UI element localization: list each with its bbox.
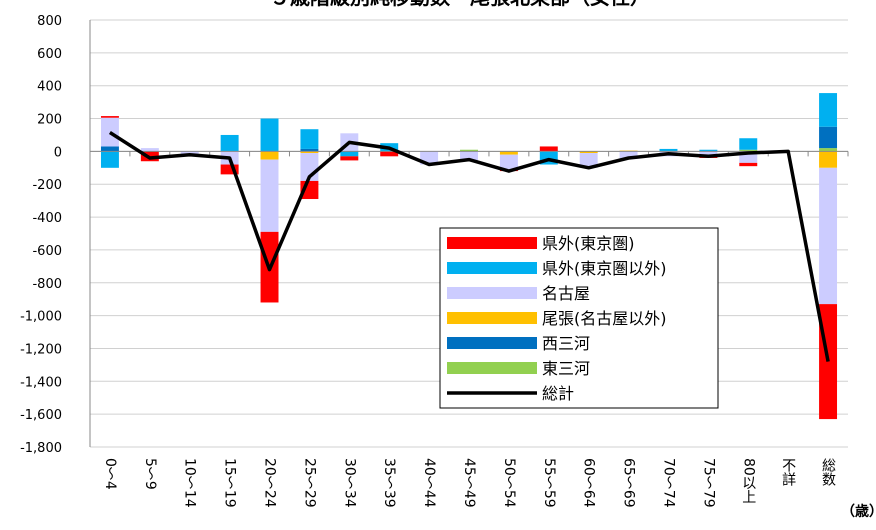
legend-label: 西三河 [542, 334, 590, 353]
x-tick-label: 総数 [820, 458, 836, 486]
x-tick-label: 10～14 [182, 458, 198, 508]
bar-segment [140, 148, 159, 152]
x-tick-label: 50～54 [501, 458, 517, 508]
legend-label: 東三河 [542, 359, 590, 378]
bar-segment [579, 151, 598, 154]
bar-segment [300, 129, 319, 149]
legend-swatch [447, 362, 537, 374]
bar-segment [579, 153, 598, 168]
bar-segment [819, 167, 838, 305]
x-tick-label: 55～59 [541, 458, 557, 508]
bar-segment [819, 151, 838, 168]
legend-label: 県外(東京圏以外) [542, 259, 667, 278]
bar-segment [340, 151, 359, 157]
bar-segment [739, 138, 758, 150]
legend-swatch [447, 312, 537, 324]
x-tick-label: 30～34 [341, 458, 357, 508]
y-tick-label: 0 [54, 145, 62, 160]
x-tick-label: 15～19 [222, 458, 238, 508]
legend-label: 名古屋 [542, 284, 590, 303]
x-tick-label: 35～39 [381, 458, 397, 508]
legend-label: 総計 [542, 384, 574, 403]
bar-segment [380, 151, 399, 157]
line-series [108, 131, 830, 362]
y-tick-label: -800 [32, 277, 62, 292]
bar-segment [460, 151, 478, 162]
x-tick-label: 75～79 [700, 458, 716, 508]
x-tick-label: 40～44 [421, 458, 437, 508]
bar-segment [340, 156, 359, 161]
bar-segment [220, 164, 239, 175]
x-tick-label: 不詳 [780, 458, 796, 486]
y-tick-label: 600 [37, 47, 62, 62]
bar-segment [619, 151, 638, 159]
bar-segment [659, 148, 678, 152]
y-tick-label: -400 [32, 211, 62, 226]
bar-segment [699, 151, 718, 157]
legend-swatch [447, 262, 537, 274]
chart-title: ５歳階級別純移動数 尾張北東部（女性） [270, 0, 650, 9]
x-tick-label: 60～64 [581, 458, 597, 508]
y-tick-label: 200 [37, 113, 62, 128]
bar-segment [819, 126, 838, 149]
bar-segment [499, 154, 518, 170]
bar-segment [300, 148, 319, 152]
bar-segment [699, 149, 718, 152]
x-tick-label: 45～49 [461, 458, 477, 508]
y-tick-label: -600 [32, 244, 62, 259]
x-tick-label: 25～29 [301, 458, 317, 508]
bar-segment [739, 162, 758, 167]
bar-segment [539, 146, 558, 152]
bar-segment [100, 151, 119, 168]
bar-segment [220, 134, 239, 152]
bar-segment [300, 151, 319, 154]
bar-segment [100, 117, 119, 147]
y-tick-label: -1,200 [20, 342, 62, 357]
bar-segment [819, 93, 838, 127]
legend-swatch [447, 237, 537, 249]
x-tick-label: 70～74 [660, 458, 676, 508]
x-tick-label: 5～9 [142, 458, 158, 490]
legend-swatch [447, 337, 537, 349]
x-tick-label: 20～24 [262, 458, 278, 508]
legend-label: 尾張(名古屋以外) [542, 309, 667, 328]
bar-segment [100, 116, 119, 118]
y-tick-label: -1,400 [20, 375, 62, 390]
y-tick-label: -1,600 [20, 408, 62, 423]
bar-segment [260, 118, 279, 152]
x-axis-unit: （歳） [841, 503, 876, 520]
legend-swatch [447, 287, 537, 299]
y-tick-label: -200 [32, 178, 62, 193]
legend-label: 県外(東京圏) [542, 234, 635, 253]
x-tick-label: 80以上 [740, 458, 756, 504]
x-tick-label: 0～4 [102, 458, 118, 490]
bar-segment [460, 149, 478, 152]
y-tick-label: -1,000 [20, 310, 62, 325]
y-tick-label: -1,800 [20, 441, 62, 456]
bar-segment [819, 148, 838, 152]
x-tick-label: 65～69 [621, 458, 637, 508]
bar-segment [499, 151, 518, 155]
bar-segment [260, 159, 279, 232]
y-tick-label: 800 [37, 14, 62, 29]
bar-segment [739, 151, 758, 163]
bar-segment [739, 149, 758, 152]
bar-segment [100, 146, 119, 152]
bar-segment [260, 151, 279, 160]
y-tick-label: 400 [37, 80, 62, 95]
